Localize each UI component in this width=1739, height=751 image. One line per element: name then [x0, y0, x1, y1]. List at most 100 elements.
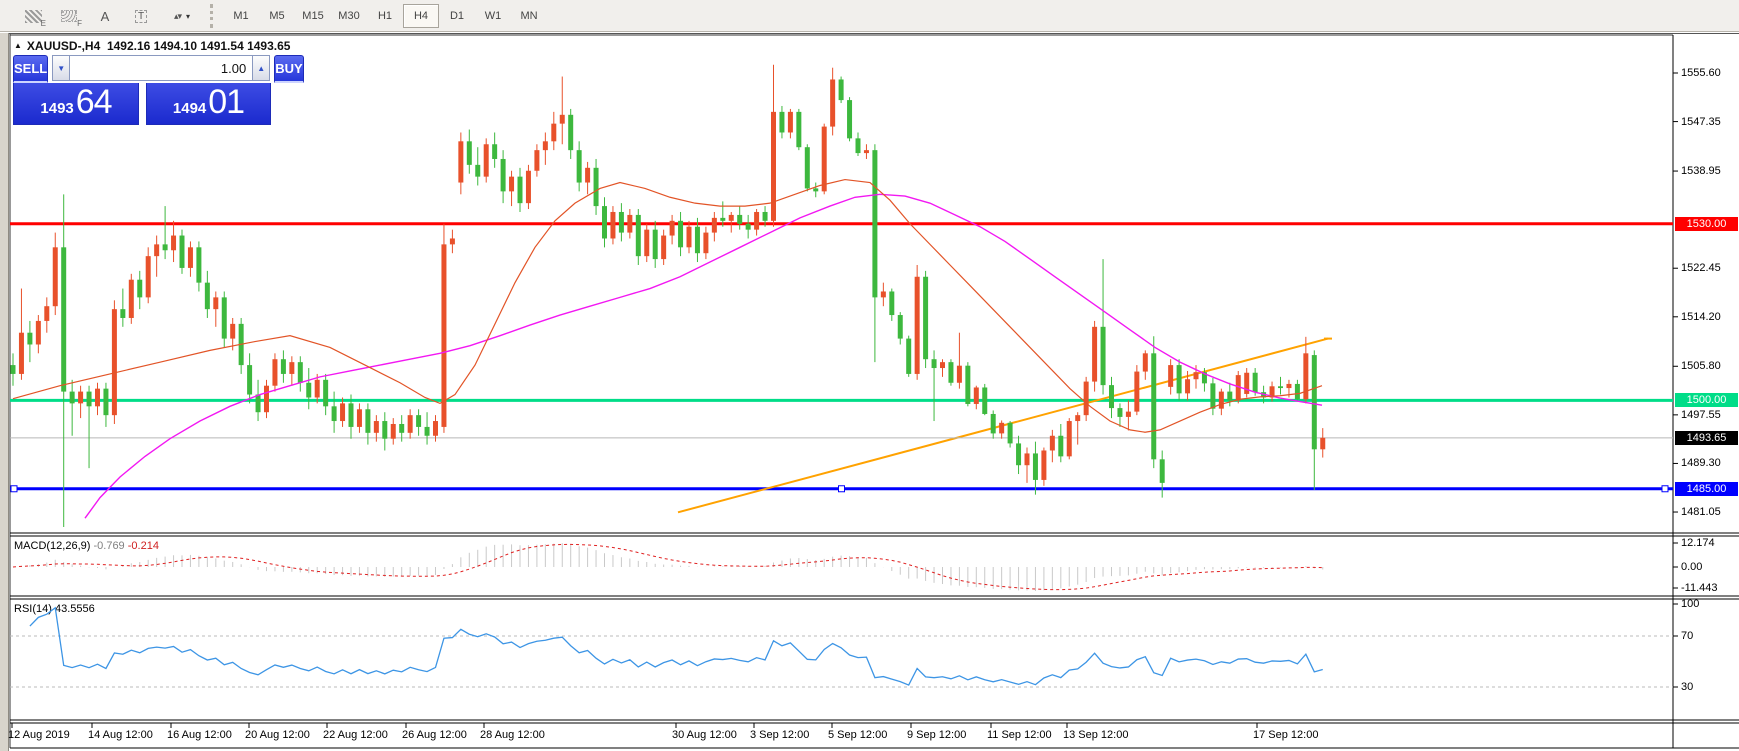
- candle-body: [416, 415, 422, 427]
- buy-button[interactable]: BUY: [274, 55, 304, 83]
- hline-handle[interactable]: [10, 485, 18, 493]
- timeframe-button-d1[interactable]: D1: [449, 10, 465, 22]
- candle-body: [492, 144, 498, 159]
- candle-body: [407, 415, 413, 433]
- ma-slow-line: [84, 193, 1323, 519]
- lot-increase-button[interactable]: ▲: [252, 55, 271, 81]
- rsi-value: 43.5556: [54, 603, 95, 615]
- price-scale-label: 1489.30: [1681, 457, 1721, 470]
- sell-price-pips: 64: [75, 83, 113, 121]
- timeframe-button-w1[interactable]: W1: [484, 10, 502, 22]
- candle-body: [1201, 372, 1207, 384]
- crayons-icon[interactable]: E: [18, 4, 48, 28]
- candle-body: [1151, 353, 1157, 460]
- timeframe-button-h4[interactable]: H4: [403, 4, 439, 28]
- hline-handle[interactable]: [838, 485, 845, 493]
- candle-body: [314, 379, 320, 398]
- rsi-line: [29, 606, 1323, 686]
- candle-body: [973, 387, 979, 404]
- candle-body: [483, 144, 489, 177]
- candle-body: [179, 235, 185, 268]
- cursor-arrows-icon[interactable]: ▴▾ ▾: [162, 4, 202, 28]
- candle-body: [872, 150, 878, 298]
- candle-body: [863, 150, 869, 154]
- candle-body: [1159, 459, 1165, 483]
- one-click-trade-panel: SELL ▼ ▲ BUY 1493 64 1494 01: [13, 55, 304, 125]
- candle-body: [965, 365, 971, 404]
- text-box-icon[interactable]: T: [126, 4, 156, 28]
- candle-body: [1168, 365, 1174, 387]
- fibo-grid-icon[interactable]: F: [54, 4, 84, 28]
- macd-signal-line: [12, 543, 1323, 591]
- macd-scale-label: -11.443: [1681, 582, 1718, 594]
- candle-body: [433, 421, 438, 436]
- hline-handle[interactable]: [1661, 485, 1669, 493]
- text-label-icon[interactable]: A: [90, 4, 120, 28]
- candle-body: [390, 423, 396, 439]
- timeframe-button-h1[interactable]: H1: [377, 10, 393, 22]
- candle-body: [331, 406, 337, 422]
- price-scale-label: 1505.80: [1681, 360, 1721, 373]
- candle-body: [956, 365, 962, 383]
- chevron-down-icon[interactable]: ▾: [186, 11, 191, 21]
- candle-body: [1049, 435, 1055, 451]
- candle-body: [669, 220, 675, 236]
- candle-body: [754, 211, 760, 230]
- candle-body: [703, 232, 709, 254]
- timeframe-button-mn[interactable]: MN: [520, 10, 538, 22]
- candle-body: [221, 297, 227, 339]
- candle-body: [711, 217, 717, 233]
- candle-body: [804, 147, 810, 189]
- candle-body: [1117, 408, 1123, 417]
- price-badge-1530.00: 1530.00: [1675, 216, 1738, 231]
- buy-price-display[interactable]: 1494 01: [146, 83, 271, 125]
- text-a-glyph: A: [100, 8, 110, 24]
- timeframe-button-m15[interactable]: M15: [302, 10, 324, 22]
- candle-body: [27, 332, 33, 345]
- candle-body: [424, 426, 430, 436]
- candle-body: [855, 138, 861, 154]
- candle-body: [610, 211, 616, 239]
- candle-body: [280, 359, 286, 374]
- macd-signal-value: -0.214: [127, 540, 159, 552]
- ma-fast-line: [12, 178, 1323, 433]
- price-scale-label: 1481.05: [1681, 506, 1721, 519]
- candle-body: [1320, 437, 1326, 450]
- candle-body: [694, 226, 700, 254]
- candle-body: [373, 421, 379, 433]
- candle-body: [847, 100, 853, 139]
- candle-body: [475, 164, 481, 177]
- macd-histogram: [20, 543, 1324, 591]
- timeframe-button-m30[interactable]: M30: [338, 10, 360, 22]
- candle-body: [999, 422, 1005, 434]
- timeframe-button-m1[interactable]: M1: [233, 10, 249, 22]
- candle-body: [128, 279, 134, 318]
- candle-body: [1075, 415, 1081, 422]
- candle-body: [661, 235, 667, 260]
- candle-body: [1142, 353, 1148, 372]
- candle-body: [1252, 372, 1258, 393]
- candle-body: [255, 394, 261, 413]
- macd-scale-label: 12.174: [1681, 537, 1715, 549]
- candle-body: [111, 309, 117, 416]
- trade-panel-toggle[interactable]: ▲: [14, 41, 22, 50]
- candle-body: [1058, 435, 1064, 457]
- price-badge-1485.00: 1485.00: [1675, 481, 1738, 496]
- candle-body: [1210, 383, 1216, 409]
- sell-price-display[interactable]: 1493 64: [13, 83, 139, 125]
- lot-decrease-button[interactable]: ▼: [52, 55, 71, 81]
- candle-body: [1294, 383, 1300, 400]
- candle-body: [1286, 383, 1292, 389]
- candle-body: [1066, 421, 1072, 457]
- candle-body: [787, 111, 793, 133]
- candle-body: [525, 170, 531, 204]
- rsi-name: RSI(14): [14, 603, 52, 615]
- date-axis-label: 9 Sep 12:00: [907, 729, 967, 741]
- candle-body: [1024, 453, 1030, 466]
- candle-body: [103, 388, 109, 416]
- sell-button[interactable]: SELL: [13, 55, 49, 83]
- lot-size-input[interactable]: [70, 55, 253, 81]
- timeframe-button-m5[interactable]: M5: [269, 10, 285, 22]
- candle-body: [923, 276, 929, 360]
